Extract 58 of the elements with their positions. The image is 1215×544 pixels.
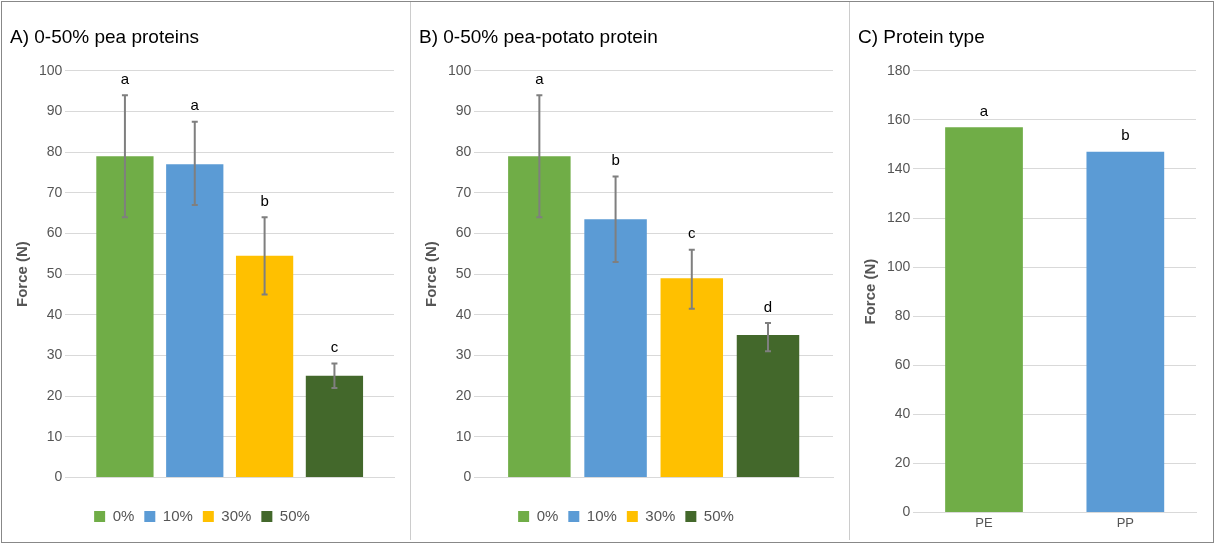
y-tick-label: 40 bbox=[455, 305, 472, 322]
y-tick-label: 10 bbox=[46, 427, 63, 444]
y-tick-label: 50 bbox=[46, 264, 63, 281]
y-tick-label: 20 bbox=[455, 386, 472, 403]
y-tick-label: 120 bbox=[887, 208, 911, 225]
y-tick-label: 180 bbox=[887, 61, 911, 78]
legend-label: 50% bbox=[279, 506, 310, 524]
legend-label: 0% bbox=[112, 506, 135, 524]
y-tick-label: 40 bbox=[894, 405, 911, 422]
y-tick-label: 60 bbox=[46, 224, 63, 241]
legend-label: 30% bbox=[645, 506, 676, 524]
y-tick-label: 0 bbox=[54, 468, 63, 485]
annotation: c bbox=[330, 338, 339, 356]
y-tick-label: 100 bbox=[39, 61, 63, 78]
y-axis-title: Force (N) bbox=[422, 241, 440, 308]
y-axis-title: Force (N) bbox=[861, 258, 879, 325]
y-tick-label: 80 bbox=[455, 142, 472, 159]
annotation: d bbox=[763, 297, 773, 315]
y-tick-label: 100 bbox=[887, 257, 911, 274]
annotation: b bbox=[611, 151, 620, 169]
y-tick-label: 70 bbox=[46, 183, 63, 200]
y-tick-label: 140 bbox=[887, 159, 911, 176]
y-tick-label: 20 bbox=[46, 386, 63, 403]
y-tick-label: 50 bbox=[455, 264, 472, 281]
y-tick-label: 80 bbox=[46, 142, 63, 159]
x-tick-label: PP bbox=[1116, 514, 1135, 530]
y-axis-title: Force (N) bbox=[13, 241, 31, 308]
annotation: a bbox=[535, 69, 545, 87]
y-tick-label: 0 bbox=[463, 468, 472, 485]
x-tick-label: PE bbox=[975, 514, 994, 530]
y-tick-label: 90 bbox=[46, 102, 63, 119]
y-tick-label: 100 bbox=[448, 61, 472, 78]
annotation: b bbox=[260, 191, 269, 209]
y-tick-label: 0 bbox=[902, 503, 911, 520]
annotation: a bbox=[979, 101, 989, 119]
y-tick-label: 20 bbox=[894, 454, 911, 471]
chart-title: A) 0-50% pea proteins bbox=[10, 25, 200, 47]
chart-title: C) Protein type bbox=[858, 25, 985, 47]
y-tick-label: 90 bbox=[455, 102, 472, 119]
y-tick-label: 70 bbox=[455, 183, 472, 200]
legend-label: 10% bbox=[162, 506, 193, 524]
chart-title: B) 0-50% pea-potato protein bbox=[419, 25, 658, 47]
y-tick-label: 40 bbox=[46, 305, 63, 322]
y-tick-label: 30 bbox=[455, 346, 472, 363]
annotation: c bbox=[688, 224, 697, 242]
annotation: a bbox=[190, 96, 200, 114]
y-tick-label: 80 bbox=[894, 306, 911, 323]
annotation: a bbox=[120, 69, 130, 87]
y-tick-label: 60 bbox=[455, 224, 472, 241]
y-tick-label: 60 bbox=[894, 356, 911, 373]
legend-label: 30% bbox=[221, 506, 252, 524]
legend-label: 50% bbox=[703, 506, 734, 524]
y-tick-label: 160 bbox=[887, 110, 911, 127]
legend-label: 0% bbox=[536, 506, 559, 524]
annotation: b bbox=[1121, 126, 1130, 144]
y-tick-label: 30 bbox=[46, 346, 63, 363]
y-tick-label: 10 bbox=[455, 427, 472, 444]
legend-label: 10% bbox=[586, 506, 617, 524]
